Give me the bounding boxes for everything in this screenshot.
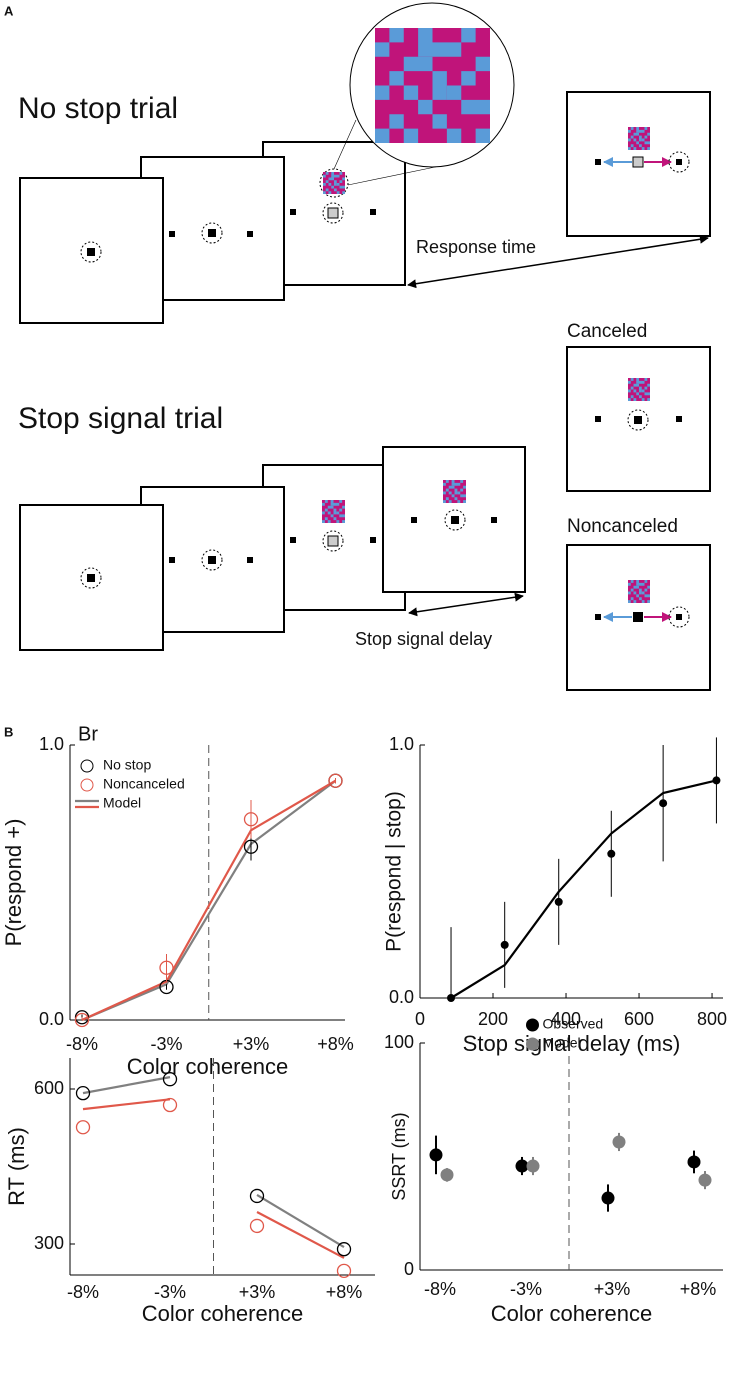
y-tick-label: 0.0 <box>389 987 414 1007</box>
marker <box>249 1218 265 1234</box>
x-axis-label: Stop signal delay (ms) <box>463 1031 681 1056</box>
marker <box>440 1168 454 1182</box>
x-axis-label: Color coherence <box>127 1054 288 1079</box>
marker <box>159 960 174 975</box>
y-tick-label: 1.0 <box>389 734 414 754</box>
x-tick-label: +8% <box>317 1034 354 1054</box>
y-tick-label: 0 <box>404 1259 414 1279</box>
y-axis-label: RT (ms) <box>4 1127 29 1206</box>
x-tick-label: +3% <box>233 1034 270 1054</box>
y-tick-label: 100 <box>384 1032 414 1052</box>
marker <box>162 1072 178 1087</box>
x-tick-label: -3% <box>154 1282 186 1302</box>
diagram-title: No stop trial <box>18 92 178 125</box>
marker <box>336 1242 352 1257</box>
legend-marker <box>80 759 94 773</box>
legend-label: Model <box>543 1035 581 1051</box>
chart: 0.0 1.0 0 200 400 600 800 Stop signal delay (ms… <box>383 734 728 1056</box>
x-tick-label: 200 <box>478 1009 508 1029</box>
chart: 300 600 -8% -3% +3% +8% Color coherence RT (ms) <box>4 1058 375 1326</box>
y-tick-label: 600 <box>34 1078 64 1098</box>
legend-label: No stop <box>103 757 151 773</box>
annotation: Response time <box>416 237 536 257</box>
x-tick-label: 400 <box>551 1009 581 1029</box>
marker <box>243 839 259 854</box>
marker <box>249 1188 265 1204</box>
marker <box>336 1263 352 1279</box>
x-tick-label: -8% <box>66 1034 98 1054</box>
x-tick-label: +3% <box>594 1279 631 1299</box>
outcome-label: Canceled <box>567 321 647 342</box>
y-axis-label: P(respond +) <box>1 819 26 947</box>
legend-label: Model <box>103 795 141 811</box>
legend-label: Noncanceled <box>103 776 185 792</box>
line <box>450 779 717 999</box>
y-tick-label: 0.0 <box>39 1009 64 1029</box>
marker <box>429 1148 443 1162</box>
y-tick-label: 1.0 <box>39 734 64 754</box>
marker <box>243 812 259 827</box>
legend-label: Observed <box>543 1016 604 1032</box>
x-axis-label: Color coherence <box>491 1301 652 1326</box>
line <box>81 779 337 1022</box>
x-tick-label: +8% <box>326 1282 363 1302</box>
x-tick-label: -3% <box>150 1034 182 1054</box>
legend-marker <box>526 1018 539 1032</box>
marker <box>712 776 721 785</box>
marker <box>162 1097 178 1113</box>
y-axis-label: P(respond | stop) <box>383 791 406 952</box>
legend-marker <box>80 778 94 792</box>
chart: 0.0 1.0 -8% -3% +3% +8% Color coherence P(respo… <box>1 723 354 1079</box>
x-tick-label: +8% <box>680 1279 717 1299</box>
panel-label: A <box>4 3 14 18</box>
stop-diagram: Stop signal trial Stop signal delay Canc… <box>18 321 711 691</box>
x-tick-label: -8% <box>424 1279 456 1299</box>
line <box>256 1193 345 1249</box>
x-tick-label: -8% <box>67 1282 99 1302</box>
y-tick-label: 300 <box>34 1233 64 1253</box>
line <box>81 779 337 1022</box>
marker <box>601 1191 615 1205</box>
marker <box>75 1120 91 1135</box>
marker <box>447 994 456 1002</box>
no-stop-diagram: No stop trial Response time <box>18 2 711 324</box>
legend-marker <box>526 1037 539 1051</box>
marker <box>500 940 509 949</box>
annotation: Stop signal delay <box>355 629 492 649</box>
line <box>82 1076 171 1095</box>
marker <box>75 1085 91 1101</box>
panel-label: B <box>4 724 13 739</box>
marker <box>698 1173 712 1187</box>
x-tick-label: 800 <box>697 1009 727 1029</box>
x-tick-label: +3% <box>239 1282 276 1302</box>
x-tick-label: 0 <box>415 1009 425 1029</box>
marker <box>659 799 668 808</box>
chart: 0 100 -8% -3% +3% +8% Color coherence SSRT (ms)… <box>384 1016 723 1326</box>
marker <box>687 1155 701 1169</box>
marker <box>612 1135 626 1149</box>
marker <box>607 849 616 858</box>
line <box>82 1098 171 1111</box>
marker <box>526 1159 540 1173</box>
marker <box>328 773 343 788</box>
marker <box>515 1159 529 1173</box>
x-axis-label: Color coherence <box>142 1301 303 1326</box>
y-axis-label: SSRT (ms) <box>389 1112 409 1200</box>
marker <box>74 1012 90 1028</box>
marker <box>554 897 563 906</box>
line <box>256 1210 345 1259</box>
diagram-title: Stop signal trial <box>18 402 223 435</box>
x-tick-label: 600 <box>624 1009 654 1029</box>
annotation: Br <box>78 723 98 745</box>
x-tick-label: -3% <box>510 1279 542 1299</box>
outcome-label: Noncanceled <box>567 516 678 537</box>
